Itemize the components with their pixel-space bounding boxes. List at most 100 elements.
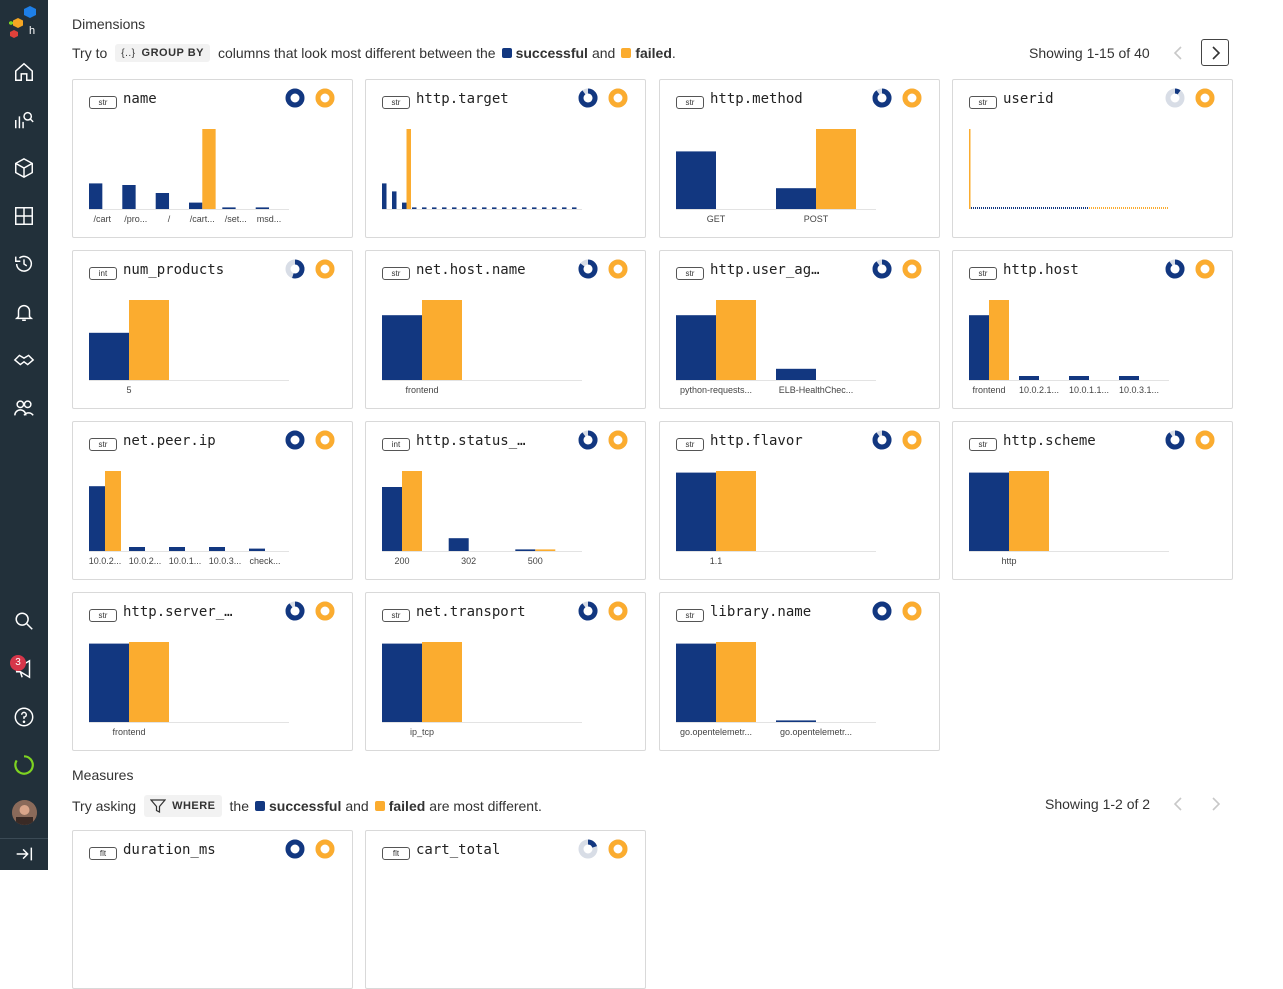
dimension-chart: frontend 10.0.2.1... 10.0.1.1... 10.0.3.1..… (969, 300, 1169, 395)
chart-category-label: GET (707, 214, 726, 224)
measures-next-button[interactable] (1201, 790, 1229, 817)
failed-label: failed (388, 798, 426, 814)
chart-bar (1163, 207, 1164, 209)
team-icon[interactable] (12, 396, 36, 420)
honeycomb-logo-icon[interactable]: h (8, 6, 40, 40)
group-by-icon: {..} (121, 47, 136, 59)
dimension-card[interactable]: int http.status_… 200 302 500 (365, 421, 646, 580)
hint-text: and (345, 798, 369, 814)
dimension-card[interactable]: str library.name go.opentelemetr... go.open… (659, 592, 940, 751)
datasets-icon[interactable] (12, 156, 36, 180)
dimension-card[interactable]: str http.method GET POST (659, 79, 940, 238)
dimension-chart: http (969, 471, 1169, 566)
chart-bar (1015, 207, 1016, 209)
dimension-card[interactable]: str http.server_… frontend (72, 592, 353, 751)
chart-category-label: 10.0.3... (209, 556, 242, 566)
chart-bar (1085, 207, 1086, 209)
chart-bar (1037, 207, 1038, 209)
chart-bar (1075, 207, 1076, 209)
column-name: net.host.name (416, 262, 526, 278)
chart-bar-successful (155, 193, 170, 209)
chart-bar (1095, 207, 1096, 209)
chart-bar (1017, 207, 1018, 209)
slos-icon[interactable] (12, 348, 36, 372)
chart-bar-successful (89, 183, 103, 209)
chart-bar-successful (502, 207, 507, 209)
where-pill[interactable]: WHERE (144, 795, 222, 817)
chart-bar (971, 207, 972, 209)
successful-ring-icon (285, 259, 305, 279)
measure-card[interactable]: flt cart_total (365, 830, 646, 989)
chart-category-label: frontend (112, 727, 145, 737)
chart-category-label: frontend (972, 385, 1005, 395)
dimension-chart: 200 302 500 (382, 471, 582, 566)
successful-ring-icon (578, 839, 598, 859)
boards-icon[interactable] (12, 204, 36, 228)
chart-category-label: 10.0.3.1... (1119, 385, 1159, 395)
chart-category-label: go.opentelemetr... (680, 727, 752, 737)
chart-bar-successful (382, 183, 387, 209)
dimension-card[interactable]: str http.target (365, 79, 646, 238)
chart-bar (1121, 207, 1122, 209)
home-icon[interactable] (12, 60, 36, 84)
avatar[interactable] (12, 800, 37, 825)
failed-ring-icon (315, 430, 335, 450)
chart-bar-successful (969, 315, 989, 380)
dimension-card[interactable]: str userid (952, 79, 1233, 238)
dimension-card[interactable]: str name/cart/pro... / /cart... /set... msd..… (72, 79, 353, 238)
dimension-card[interactable]: str net.host.name frontend (365, 250, 646, 409)
dimension-card[interactable]: str net.transport ip_tcp (365, 592, 646, 751)
help-icon[interactable] (12, 705, 36, 729)
dimension-card[interactable]: str net.peer.ip 10.0.2... 10.0.2... 10.0.1..… (72, 421, 353, 580)
dimension-chart: frontend (382, 300, 582, 395)
status-icon[interactable] (12, 753, 36, 777)
chart-bar (1107, 207, 1108, 209)
triggers-icon[interactable] (12, 300, 36, 324)
column-type-tag: str (676, 96, 704, 109)
chart-bar (1097, 207, 1098, 209)
chart-bar (991, 207, 992, 209)
column-name: http.target (416, 91, 509, 107)
chart-bar-successful (432, 207, 437, 209)
chart-bar-successful (562, 207, 567, 209)
chart-category-label: 10.0.2... (129, 556, 162, 566)
search-icon[interactable] (12, 609, 36, 633)
chart-bar-failed (535, 549, 556, 551)
chart-category-label: 10.0.1.1... (1069, 385, 1109, 395)
prev-page-button[interactable] (1165, 39, 1193, 66)
dimensions-title: Dimensions (72, 16, 146, 32)
chart-bar (973, 207, 974, 209)
expand-sidebar-icon[interactable] (12, 842, 36, 866)
dimension-card[interactable]: int num_products 5 (72, 250, 353, 409)
history-icon[interactable] (12, 252, 36, 276)
chart-category-label: frontend (405, 385, 438, 395)
column-name: http.status_… (416, 433, 526, 449)
dimension-card[interactable]: str http.user_ag… python-requests... ELB-He… (659, 250, 940, 409)
dimension-card[interactable]: str http.flavor 1.1 (659, 421, 940, 580)
chart-bar (1155, 207, 1156, 209)
failed-ring-icon (315, 601, 335, 621)
chart-bar-successful (392, 191, 397, 209)
chart-bar (1067, 207, 1068, 209)
measures-title: Measures (72, 767, 134, 783)
successful-ring-icon (578, 601, 598, 621)
query-icon[interactable] (12, 108, 36, 132)
chart-bar (1033, 207, 1034, 209)
column-type-tag: str (676, 267, 704, 280)
next-page-button[interactable] (1201, 39, 1229, 66)
failed-ring-icon (1195, 259, 1215, 279)
chart-bar (1111, 207, 1112, 209)
failed-ring-icon (608, 259, 628, 279)
measures-prev-button[interactable] (1165, 790, 1193, 817)
chart-bar (1147, 207, 1148, 209)
failed-ring-icon (315, 839, 335, 859)
chart-bar (1059, 207, 1060, 209)
chart-category-label: 10.0.2.1... (1019, 385, 1059, 395)
group-by-pill[interactable]: {..} GROUP BY (115, 44, 210, 62)
dimension-card[interactable]: str http.scheme http (952, 421, 1233, 580)
chart-bar (1129, 207, 1130, 209)
measure-card[interactable]: flt duration_ms (72, 830, 353, 989)
dimension-card[interactable]: str http.host frontend 10.0.2.1... 10.0.1.1.… (952, 250, 1233, 409)
chart-category-label: ip_tcp (410, 727, 434, 737)
chart-bar-failed (816, 129, 856, 209)
